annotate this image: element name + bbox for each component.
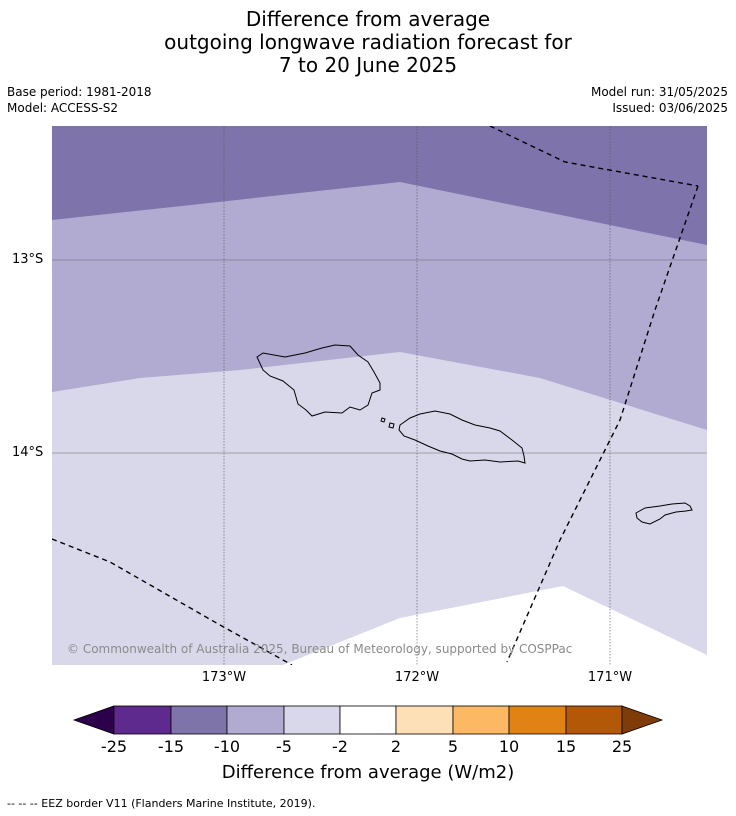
graticule — [52, 126, 707, 665]
colorbar-bin-2 — [170, 705, 228, 735]
colorbar-tick: 10 — [498, 737, 520, 756]
colorbar-tick: -25 — [100, 737, 128, 756]
colorbar-tick: 5 — [447, 737, 459, 756]
colorbar-label: Difference from average (W/m2) — [221, 762, 515, 783]
colorbar-tick: 25 — [611, 737, 633, 756]
map-title: Difference from average outgoing longwav… — [0, 8, 736, 77]
lon-label-173w: 173°W — [201, 670, 247, 685]
colorbar-bin-3 — [226, 705, 285, 735]
title-line-1: Difference from average — [245, 7, 491, 31]
lat-label-14s: 14°S — [12, 445, 44, 460]
meta-right: Model run: 31/05/2025 Issued: 03/06/2025 — [591, 84, 728, 116]
savaii-island — [256, 344, 381, 417]
base-period: Base period: 1981-2018 — [7, 85, 152, 99]
colorbar-max-arrow — [621, 705, 664, 735]
colorbar-bin-7 — [452, 705, 510, 735]
band-minus10-to-minus5 — [52, 126, 707, 245]
lon-label-171w: 171°W — [587, 670, 633, 685]
model-name: Model: ACCESS-S2 — [7, 101, 119, 115]
eez-footnote: -- -- -- EEZ border V11 (Flanders Marine… — [7, 797, 316, 810]
colorbar-tick: 15 — [555, 737, 577, 756]
title-line-2: outgoing longwave radiation forecast for — [164, 30, 572, 54]
eez-border-east — [506, 185, 699, 663]
model-run: Model run: 31/05/2025 — [590, 85, 728, 99]
eez-border-north — [489, 126, 699, 187]
eez-border-southwest — [52, 538, 293, 665]
title-line-3: 7 to 20 June 2025 — [278, 53, 458, 77]
eez-borders — [52, 126, 699, 665]
colorbar-tick: -2 — [332, 737, 348, 756]
colorbar-tick: -10 — [213, 737, 241, 756]
lat-label-13s: 13°S — [12, 252, 44, 267]
meta-left: Base period: 1981-2018 Model: ACCESS-S2 — [7, 84, 152, 116]
colorbar-min-arrow — [72, 705, 115, 735]
copyright-credit: © Commonwealth of Australia 2025, Bureau… — [67, 642, 573, 656]
colorbar-tick: 2 — [390, 737, 402, 756]
colorbar — [72, 705, 664, 735]
colorbar-tick: -5 — [276, 737, 292, 756]
colorbar-bin-4 — [283, 705, 341, 735]
colorbar-bin-1 — [113, 705, 172, 735]
issued-date: Issued: 03/06/2025 — [612, 101, 728, 115]
colorbar-bin-8 — [508, 705, 567, 735]
coastlines — [256, 344, 693, 525]
manono-islet — [380, 417, 386, 423]
upolu-island — [398, 410, 526, 464]
map-frame — [52, 126, 707, 665]
colorbar-tick: -15 — [157, 737, 185, 756]
lon-label-172w: 172°W — [394, 670, 440, 685]
colorbar-bin-6 — [395, 705, 454, 735]
colorbar-bin-9 — [565, 705, 623, 735]
tutuila-island — [635, 502, 693, 525]
apolima-islet — [388, 422, 395, 429]
colorbar-bin-5 — [339, 705, 397, 735]
